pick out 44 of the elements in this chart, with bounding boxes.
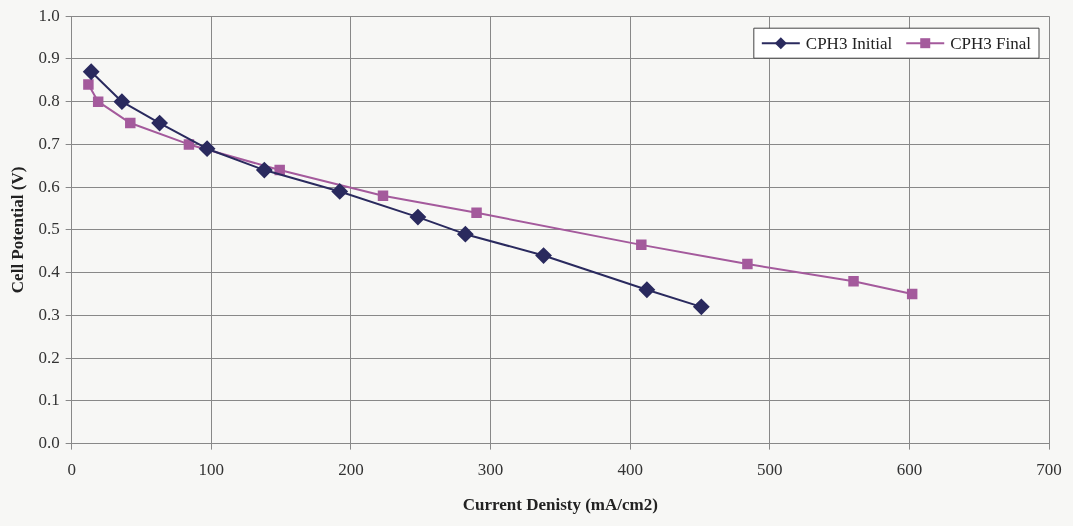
- point: [151, 115, 168, 132]
- point: [742, 258, 753, 270]
- point: [636, 239, 647, 251]
- y-tick-label: 1.0: [38, 5, 60, 25]
- point: [92, 96, 104, 107]
- point: [256, 162, 273, 179]
- point: [457, 226, 474, 243]
- point: [83, 63, 100, 80]
- y-tick-label: 0.9: [38, 48, 60, 68]
- x-tick-label: 0: [67, 459, 76, 479]
- legend-label: CPH3 Final: [950, 33, 1032, 53]
- point: [848, 275, 859, 287]
- point: [199, 140, 216, 157]
- x-axis-title: Current Denisty (mA/cm2): [462, 495, 658, 515]
- legend-label: CPH3 Initial: [805, 33, 893, 53]
- point: [125, 117, 136, 129]
- y-tick-label: 0.4: [38, 262, 61, 282]
- x-tick-label: 300: [477, 459, 504, 479]
- point: [113, 93, 130, 110]
- y-tick-label: 0.3: [38, 304, 60, 324]
- x-tick-label: 600: [896, 459, 923, 479]
- y-tick-label: 0.7: [38, 133, 61, 153]
- y-tick-label: 0.0: [38, 433, 60, 453]
- x-tick-label: 500: [757, 459, 783, 479]
- x-tick-label: 200: [338, 459, 364, 479]
- point: [331, 183, 348, 200]
- y-tick-label: 0.2: [38, 347, 60, 367]
- x-tick-label: 700: [1036, 459, 1062, 479]
- point: [83, 79, 94, 90]
- point: [693, 298, 710, 315]
- y-tick-label: 0.1: [38, 390, 60, 410]
- x-tick-label: 400: [617, 459, 643, 479]
- x-tick-label: 100: [198, 459, 225, 479]
- point: [906, 288, 918, 300]
- point: [471, 207, 482, 219]
- point: [183, 139, 195, 150]
- point: [535, 247, 552, 264]
- point: [409, 209, 426, 226]
- point: [638, 281, 655, 298]
- y-tick-label: 0.6: [38, 176, 60, 196]
- y-tick-label: 0.8: [38, 91, 60, 111]
- y-tick-label: 0.5: [38, 219, 60, 239]
- point: [377, 190, 389, 201]
- y-axis-title: Cell Potential (V): [7, 166, 27, 294]
